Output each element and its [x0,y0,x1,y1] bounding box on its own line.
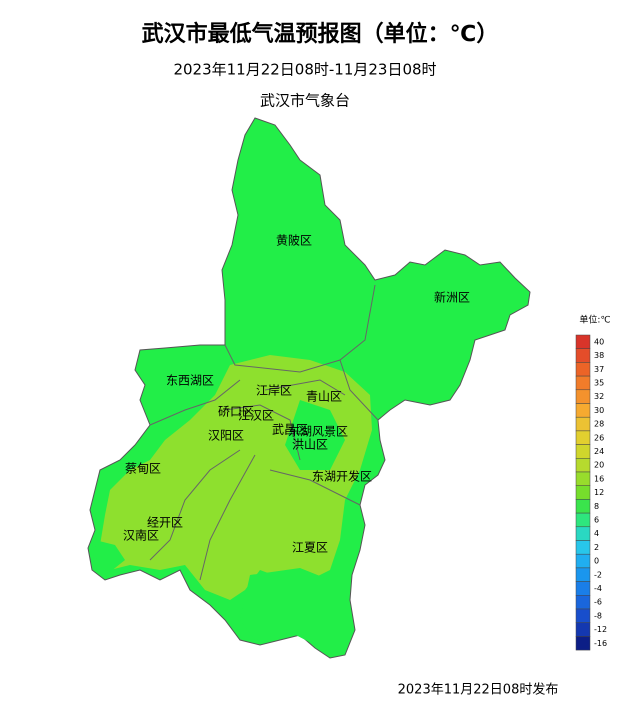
legend-swatch [575,636,591,651]
district-label: 经开区 [147,516,183,530]
legend-swatch [575,416,591,432]
legend-label: 30 [594,406,604,415]
district-label: 新洲区 [434,290,470,305]
legend-swatch [575,526,591,541]
legend-swatch [575,567,591,582]
legend-label: 2 [594,543,599,552]
issuer: 武汉市气象台 [260,92,350,110]
legend-swatch [575,581,591,596]
district-label: 江岸区 [256,384,292,398]
subtitle: 2023年11月22日08时-11月23日08时 [173,61,436,79]
legend-label: 4 [594,529,599,538]
legend-swatch [575,622,591,637]
legend-label: 38 [594,351,604,360]
district-label: 武昌区 [272,423,308,437]
legend-swatch [575,553,591,569]
district-label: 东西湖区 [166,373,214,388]
legend-label: 6 [594,515,599,524]
legend-swatch [575,595,591,610]
legend-label: 26 [594,433,604,442]
footer: 2023年11月22日08时发布 [398,682,559,698]
district-label: 蔡甸区 [125,462,161,476]
legend-swatch [575,540,591,555]
legend-label: -12 [594,625,607,634]
legend-swatch [575,608,591,623]
district-label: 洪山区 [292,438,328,452]
legend-swatch [575,348,591,363]
legend-swatch [575,375,591,391]
legend-label: -8 [594,611,602,620]
legend-swatch [575,362,591,377]
district-label: 黄陂区 [276,233,312,248]
legend-swatch [575,499,591,514]
map [87,117,531,659]
legend-swatch [575,485,591,500]
district-label: 江夏区 [292,541,328,555]
title: 武汉市最低气温预报图（单位：℃） [142,21,499,47]
legend-label: 40 [594,337,604,346]
legend-swatch [575,444,591,459]
district-label: 东湖风景区 [288,424,348,439]
district-label: 东湖开发区 [312,469,372,484]
legend-label: 16 [594,474,604,483]
legend-label: 28 [594,420,604,429]
legend-title: 单位:℃ [579,314,610,326]
legend-swatch [575,403,591,418]
legend-label: 32 [594,392,604,401]
cool-area [95,400,345,650]
legend-label: 0 [594,557,599,566]
district-label: 汉南区 [123,528,159,543]
legend-swatch [575,458,591,473]
district-label: 青山区 [306,390,342,404]
legend-label: -6 [594,598,602,607]
legend-swatch [575,430,591,445]
district-label: 江汉区 [238,409,274,423]
legend-label: 37 [594,365,604,374]
legend-label: 24 [594,447,604,456]
district-label: 硚口区 [218,405,254,419]
legend-label: 8 [594,502,599,511]
district-labels: 黄陂区 新洲区 东西湖区 江岸区 青山区 硚口区 江汉区 汉阳区 武昌区 东湖风… [123,233,470,555]
legend-label: -4 [594,584,602,593]
legend-label: -2 [594,570,602,579]
legend-swatch [575,471,591,486]
legend-swatch [575,334,591,349]
legend-swatch [575,389,591,404]
legend: 40383735323028262420161286420-2-4-6-8-12… [575,334,607,651]
legend-label: 20 [594,461,604,470]
legend-label: -16 [594,639,607,648]
legend-label: 12 [594,488,604,497]
legend-label: 35 [594,378,604,387]
legend-swatch [575,512,591,528]
district-label: 汉阳区 [208,429,244,443]
